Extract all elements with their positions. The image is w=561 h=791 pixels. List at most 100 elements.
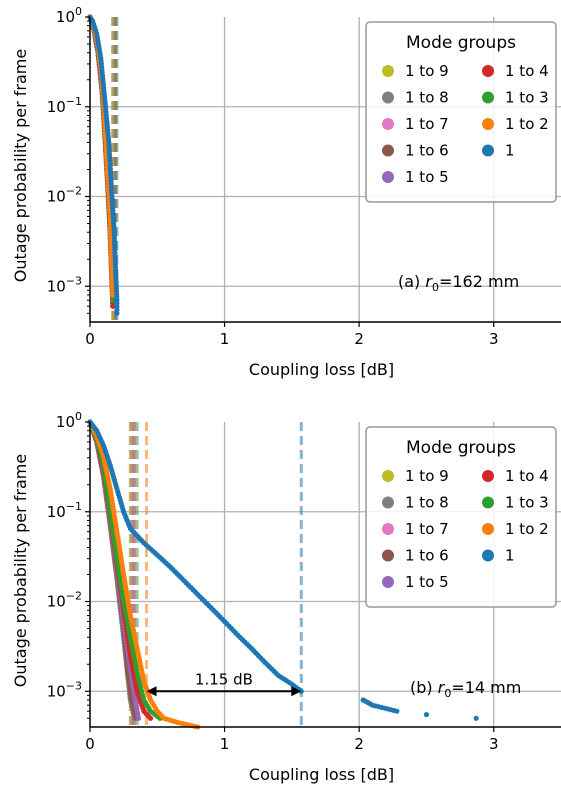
y-tick-label: 100 — [56, 410, 82, 431]
data-point — [473, 715, 479, 721]
legend-item: 1 — [482, 142, 515, 160]
y-axis-label: Outage probability per frame — [11, 454, 30, 687]
legend-item: 1 to 5 — [382, 168, 449, 186]
legend-label: 1 to 5 — [405, 573, 449, 591]
legend-item: 1 to 4 — [482, 467, 549, 485]
legend-marker — [382, 144, 394, 157]
legend-item: 1 to 9 — [382, 62, 449, 80]
y-tick-label: 10−2 — [47, 590, 82, 611]
x-tick-label: 1 — [220, 330, 230, 348]
legend: Mode groups 1 to 9 1 to 8 1 to 7 1 to 6 1 to … — [365, 426, 557, 608]
legend-marker — [482, 65, 494, 77]
arrow-head-right — [291, 686, 302, 697]
annotation-prefix: (b) — [410, 678, 438, 697]
legend-marker — [382, 523, 394, 535]
legend-item: 1 to 2 — [482, 520, 549, 538]
legend-item: 1 to 7 — [382, 520, 449, 538]
x-tick-label: 0 — [85, 735, 95, 753]
legend-marker — [382, 549, 394, 562]
legend-item: 1 to 6 — [382, 547, 449, 565]
series-1 — [87, 14, 120, 316]
legend-label: 1 — [505, 547, 515, 565]
x-tick-label: 3 — [489, 735, 499, 753]
annotation-suffix: =162 mm — [439, 272, 519, 291]
legend-marker — [482, 91, 494, 104]
legend-item: 1 to 3 — [482, 89, 549, 107]
legend: Mode groups 1 to 9 1 to 8 1 to 7 1 to 6 1 to … — [365, 21, 557, 203]
x-tick-label: 2 — [354, 330, 364, 348]
legend-item: 1 to 6 — [382, 142, 449, 160]
y-tick-label: 10−3 — [47, 274, 82, 295]
legend-marker — [382, 91, 394, 104]
y-tick-base: 10 — [47, 277, 66, 295]
legend-marker — [382, 496, 394, 509]
x-tick-label: 1 — [220, 735, 230, 753]
annotation-sub: 0 — [432, 281, 439, 294]
annotation-sub: 0 — [444, 687, 451, 700]
arrow-head-left — [146, 686, 157, 697]
legend-marker — [382, 171, 394, 183]
legend-label: 1 to 7 — [405, 520, 449, 538]
panel-annotation: (a) r0=162 mm — [398, 272, 519, 294]
x-tick-label: 3 — [489, 330, 499, 348]
legend-marker — [482, 496, 494, 509]
legend-marker — [482, 470, 494, 482]
y-tick-exponent: −1 — [66, 95, 82, 108]
legend-label: 1 to 3 — [505, 89, 549, 107]
legend-box — [365, 21, 557, 203]
legend-label: 1 to 6 — [405, 547, 449, 565]
data-point — [114, 310, 120, 316]
legend-marker — [382, 65, 394, 77]
data-point — [110, 303, 116, 309]
y-tick-label: 10−3 — [47, 679, 82, 700]
legend-box — [365, 426, 557, 608]
data-point — [147, 715, 154, 721]
y-tick-label: 10−1 — [47, 500, 82, 521]
legend-marker — [382, 470, 394, 482]
data-point — [135, 715, 142, 721]
y-tick-exponent: −3 — [66, 679, 82, 692]
legend-marker — [382, 118, 394, 130]
x-tick-label: 2 — [354, 735, 364, 753]
x-axis-label: Coupling loss [dB] — [249, 360, 394, 379]
legend-item: 1 to 5 — [382, 573, 449, 591]
legend-marker — [482, 549, 494, 562]
legend-title: Mode groups — [406, 438, 516, 458]
legend-label: 1 to 6 — [405, 142, 449, 160]
series-1-to-2 — [87, 419, 201, 730]
data-point — [423, 711, 430, 718]
legend-label: 1 to 4 — [505, 62, 549, 80]
legend-label: 1 to 8 — [405, 494, 449, 512]
annotation-prefix: (a) — [398, 272, 425, 291]
legend-marker — [382, 576, 394, 588]
x-tick-label: 0 — [85, 330, 95, 348]
y-tick-base: 10 — [47, 188, 66, 206]
y-tick-base: 10 — [47, 593, 66, 611]
y-tick-exponent: −3 — [66, 274, 82, 287]
legend-item: 1 to 4 — [482, 62, 549, 80]
data-point — [110, 297, 116, 303]
y-tick-base: 10 — [56, 413, 75, 431]
legend-item: 1 to 7 — [382, 115, 449, 133]
legend-label: 1 to 8 — [405, 89, 449, 107]
legend-label: 1 — [505, 142, 515, 160]
legend-label: 1 to 9 — [405, 467, 449, 485]
y-tick-base: 10 — [47, 682, 66, 700]
legend-label: 1 to 5 — [405, 168, 449, 186]
legend-item: 1 to 3 — [482, 494, 549, 512]
legend-item: 1 to 8 — [382, 494, 449, 512]
legend-label: 1 to 2 — [505, 115, 549, 133]
y-tick-exponent: −2 — [66, 590, 82, 603]
legend-label: 1 to 9 — [405, 62, 449, 80]
legend-item: 1 to 2 — [482, 115, 549, 133]
y-tick-label: 10−2 — [47, 185, 82, 206]
legend-label: 1 to 7 — [405, 115, 449, 133]
arrow-annotation: 1.15 dB — [146, 670, 302, 697]
legend-marker — [482, 144, 494, 157]
data-point — [394, 708, 400, 714]
legend-item: 1 to 8 — [382, 89, 449, 107]
arrow-label: 1.15 dB — [195, 670, 253, 688]
legend-item: 1 — [482, 547, 515, 565]
